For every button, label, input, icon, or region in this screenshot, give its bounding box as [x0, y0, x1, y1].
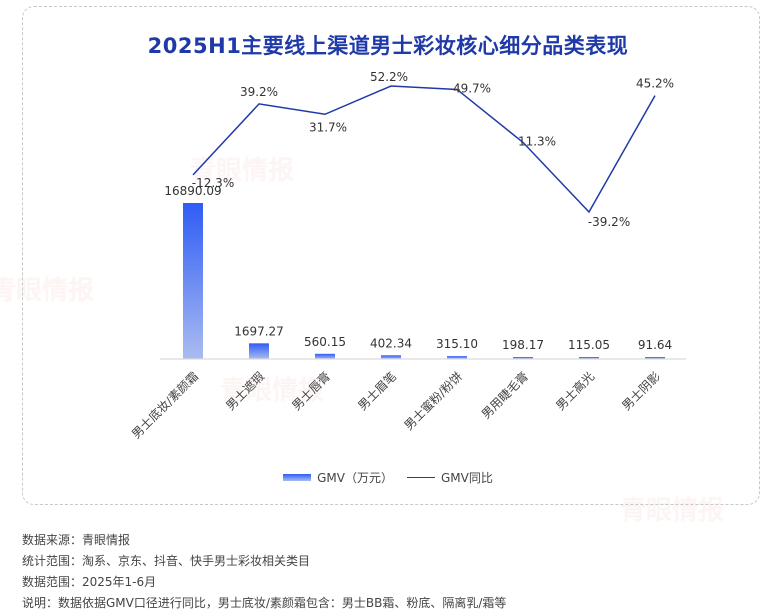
chart-frame [22, 6, 760, 505]
bar-value-label: 1697.27 [234, 324, 284, 338]
line-series [192, 85, 656, 214]
bar-series [183, 203, 665, 359]
bar[interactable] [249, 343, 269, 359]
chart-title: 2025H1主要线上渠道男士彩妆核心细分品类表现 [147, 34, 629, 58]
legend-item-yoy[interactable]: GMV同比 [407, 469, 493, 486]
legend-label-yoy: GMV同比 [441, 471, 493, 485]
bar[interactable] [183, 203, 203, 359]
bar-swatch-icon [283, 474, 312, 481]
bar-value-label: 115.05 [568, 338, 610, 352]
bar-value-label: 315.10 [436, 337, 478, 351]
category-label: 男士高光 [553, 369, 598, 414]
category-label: 男士底妆/素颜霜 [128, 369, 201, 442]
category-label: 男士眉笔 [355, 369, 400, 414]
bar-value-label: 402.34 [370, 336, 412, 350]
line-labels: -12.3% 39.2% 31.7% 52.2% 49.7% 11.3% -39.2% 45.… [192, 70, 674, 229]
bar-labels: 16890.09 1697.27 560.15 402.34 315.10 198.17 1… [164, 184, 672, 352]
line-value-label: 45.2% [636, 77, 674, 91]
line-value-label: 11.3% [518, 134, 556, 148]
note-period: 数据范围：2025年1-6月 [22, 575, 157, 589]
line-value-label: -39.2% [588, 215, 630, 229]
category-label: 男士蜜粉/粉饼 [401, 369, 465, 433]
note-scope: 统计范围：淘系、京东、抖音、快手男士彩妆相关类目 [22, 554, 311, 568]
category-label: 男用睫毛膏 [478, 369, 531, 422]
bar-value-label: 16890.09 [164, 184, 221, 198]
line-value-label: 31.7% [309, 120, 347, 134]
line-swatch-icon [407, 476, 435, 479]
legend-item-gmv[interactable]: GMV（万元） [283, 469, 393, 486]
category-label: 男士唇膏 [289, 369, 334, 414]
category-labels: 男士底妆/素颜霜 男士遮瑕 男士唇膏 男士眉笔 男士蜜粉/粉饼 男用睫毛膏 男士高光 男士阴影 [128, 369, 663, 442]
note-source: 数据来源：青眼情报 [22, 533, 131, 547]
bar-value-label: 560.15 [304, 335, 346, 349]
category-label: 男士阴影 [619, 369, 663, 413]
bar[interactable] [645, 357, 665, 359]
line-value-label: -12.3% [192, 176, 234, 190]
bar[interactable] [315, 353, 335, 359]
bar[interactable] [579, 357, 599, 359]
line-value-label: 49.7% [453, 81, 491, 95]
legend-label-gmv: GMV（万元） [317, 471, 393, 485]
bar[interactable] [447, 356, 467, 359]
bar-value-label: 198.17 [502, 338, 544, 352]
bar[interactable] [381, 355, 401, 359]
combo-chart: -12.3% 39.2% 31.7% 52.2% 49.7% 11.3% -39.2% 45.… [128, 70, 686, 442]
note-explanation: 说明：数据依据GMV口径进行同比，男士底妆/素颜霜包含：男士BB霜、粉底、隔离乳… [22, 596, 507, 610]
bar[interactable] [513, 357, 533, 359]
line-value-label: 52.2% [370, 70, 408, 84]
bar-value-label: 91.64 [638, 338, 672, 352]
footnotes: 数据来源：青眼情报 统计范围：淘系、京东、抖音、快手男士彩妆相关类目 数据范围：… [22, 530, 506, 614]
line-value-label: 39.2% [240, 85, 278, 99]
category-label: 男士遮瑕 [223, 369, 268, 414]
legend: GMV（万元） GMV同比 [0, 469, 776, 486]
